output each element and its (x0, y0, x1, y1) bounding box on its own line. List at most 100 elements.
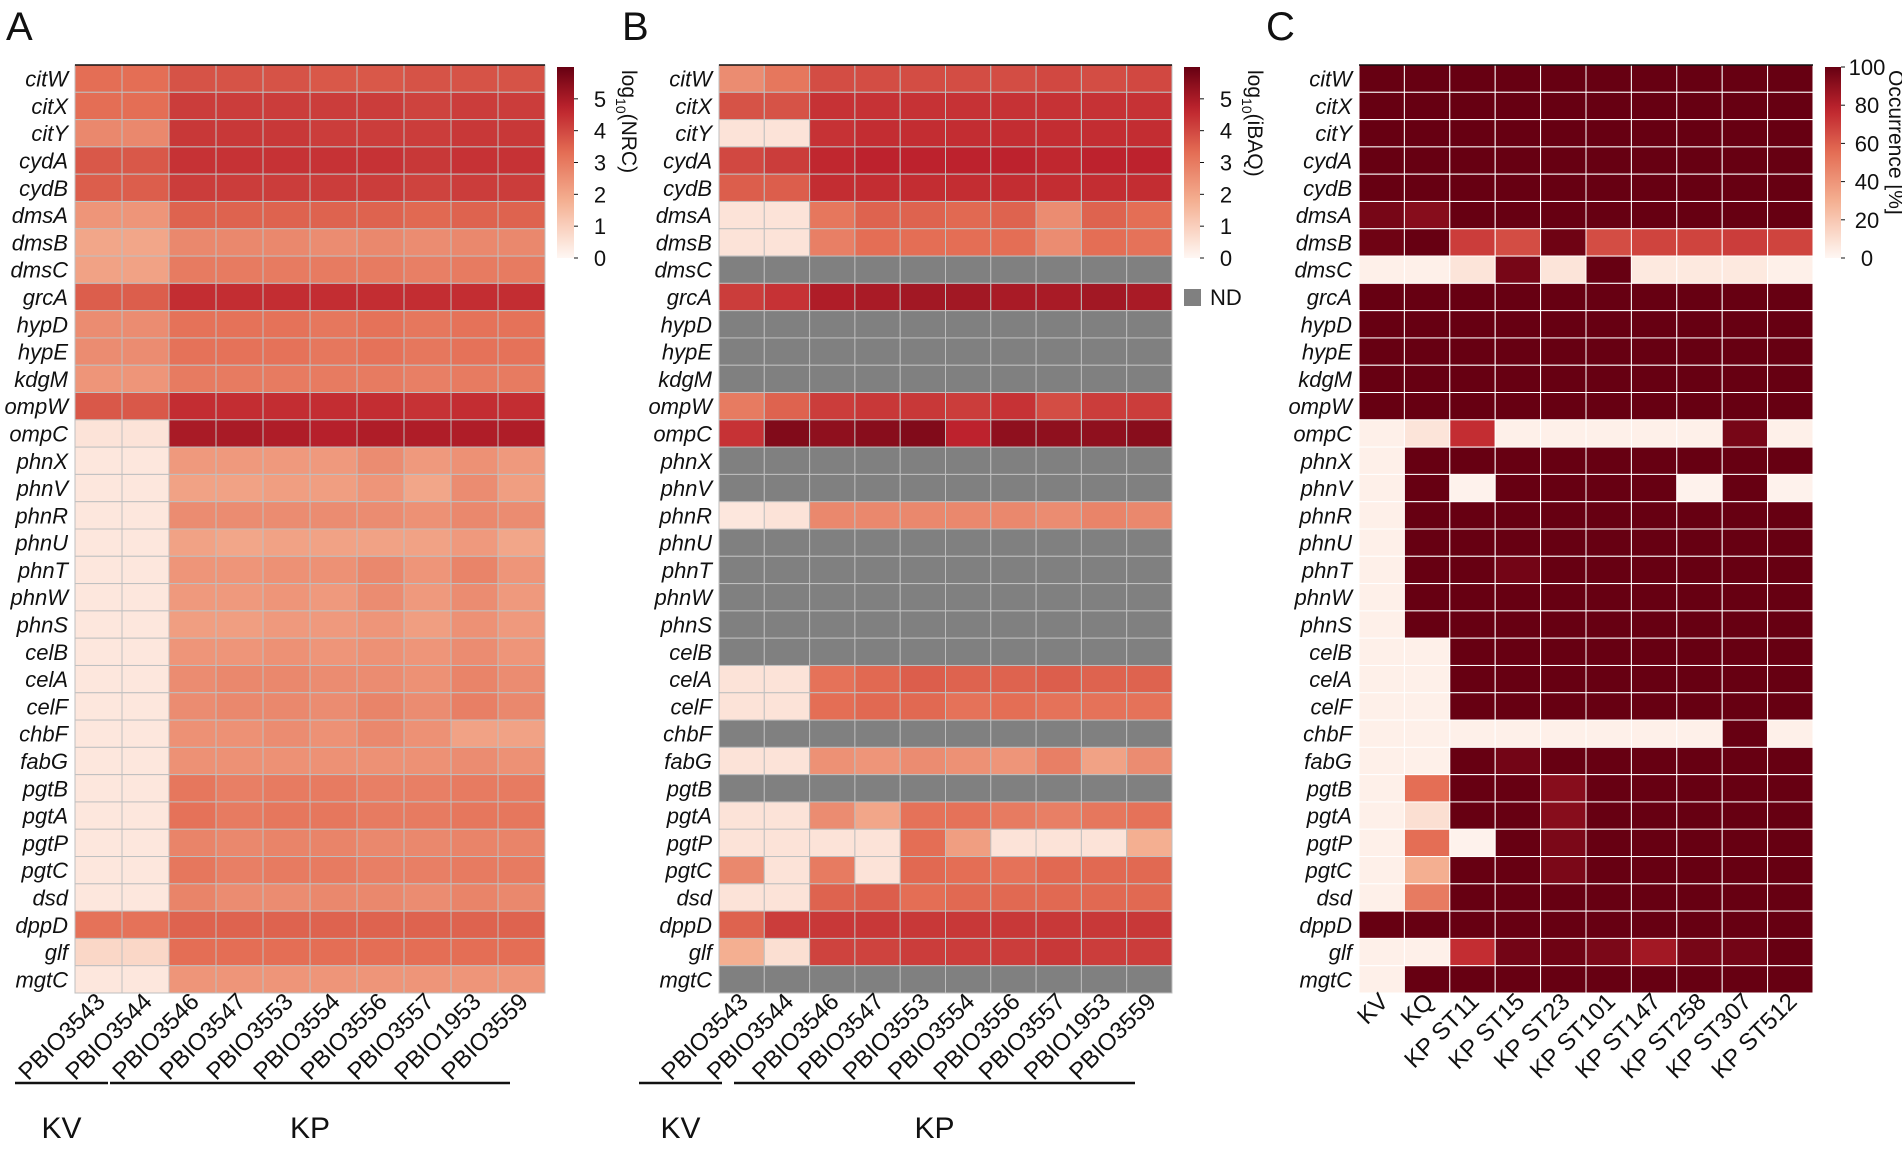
heatmap-cell (168, 419, 217, 448)
heatmap-cell (309, 637, 358, 666)
heatmap-cell (497, 883, 546, 912)
heatmap-cell (450, 364, 499, 394)
heatmap-cell (168, 282, 217, 312)
heatmap-cell (403, 637, 452, 666)
heatmap-cell (403, 583, 452, 612)
heatmap-cell (718, 910, 765, 939)
gene-label: phnU (1298, 531, 1352, 556)
heatmap-cell (74, 610, 123, 639)
heatmap-cell (1676, 255, 1723, 284)
heatmap-cell (1676, 637, 1723, 666)
heatmap-cell (1403, 91, 1451, 121)
heatmap-cell (1358, 746, 1405, 776)
heatmap-cell (262, 173, 311, 202)
heatmap-cell (1767, 883, 1814, 912)
heatmap-cell (1126, 801, 1173, 830)
heatmap-cell (899, 146, 947, 175)
heatmap-cell (1585, 91, 1632, 121)
gene-label: cydA (19, 149, 68, 174)
heatmap-cell (809, 555, 856, 585)
heatmap-cell (1540, 555, 1587, 585)
gene-label: celF (670, 694, 713, 719)
heatmap-cell (309, 856, 358, 885)
heatmap-cell (1035, 528, 1082, 557)
heatmap-cell (1676, 801, 1723, 830)
heatmap-cell (497, 64, 546, 93)
heatmap-cell (1449, 555, 1496, 585)
heatmap-cell (763, 664, 811, 694)
heatmap-cell (497, 528, 546, 557)
heatmap-cell (74, 692, 123, 721)
heatmap-cell (1035, 610, 1082, 639)
heatmap-cell (403, 692, 452, 721)
gene-label: pgtA (1306, 804, 1352, 829)
heatmap-cell (168, 910, 217, 939)
heatmap-cell (1540, 828, 1587, 858)
heatmap-cell (1721, 501, 1769, 530)
heatmap-cell (450, 555, 499, 585)
gene-label: citY (1315, 121, 1353, 146)
heatmap-cell (1403, 637, 1451, 666)
heatmap-cell (1721, 419, 1769, 448)
heatmap-cell (1676, 774, 1723, 803)
heatmap-cell (403, 774, 452, 803)
heatmap-cell (450, 719, 499, 748)
heatmap-cell (1676, 856, 1723, 885)
heatmap-cell (1403, 774, 1451, 803)
heatmap-cell (763, 419, 811, 448)
heatmap-cell (1540, 255, 1587, 284)
heatmap-cell (945, 528, 992, 557)
heatmap-cell (809, 146, 856, 175)
heatmap-cell (854, 119, 901, 148)
heatmap-cell (356, 664, 405, 694)
heatmap-cell (1540, 610, 1587, 639)
heatmap-cell (1585, 610, 1632, 639)
heatmap-cell (854, 473, 901, 503)
heatmap-cell (718, 200, 765, 230)
heatmap-cell (854, 774, 901, 803)
gene-label: dmsA (1296, 203, 1352, 228)
heatmap-cell (1126, 774, 1173, 803)
heatmap-cell (1630, 774, 1678, 803)
heatmap-cell (1080, 692, 1128, 721)
heatmap-cell (1721, 337, 1769, 366)
heatmap-cell (168, 746, 217, 776)
heatmap-cell (1630, 637, 1678, 666)
heatmap-cell (990, 583, 1037, 612)
heatmap-cell (356, 883, 405, 912)
heatmap-cell (1585, 692, 1632, 721)
heatmap-cell (1403, 419, 1451, 448)
heatmap-cell (1585, 719, 1632, 748)
heatmap-cell (1126, 282, 1173, 312)
heatmap-cell (1767, 801, 1814, 830)
heatmap-cell (356, 719, 405, 748)
heatmap-cell (1358, 91, 1405, 121)
heatmap-cell (1585, 801, 1632, 830)
heatmap-cell (1449, 692, 1496, 721)
heatmap-cell (945, 746, 992, 776)
heatmap-cell (1080, 528, 1128, 557)
heatmap-cell (1035, 637, 1082, 666)
heatmap-cell (899, 774, 947, 803)
heatmap-cell (1126, 119, 1173, 148)
heatmap-cell (1767, 337, 1814, 366)
heatmap-cell (356, 91, 405, 121)
gene-label: mgtC (15, 967, 68, 992)
heatmap-cell (945, 610, 992, 639)
heatmap-cell (1721, 282, 1769, 312)
heatmap-cell (1449, 583, 1496, 612)
heatmap-cell (262, 528, 311, 557)
heatmap-cell (763, 200, 811, 230)
gene-label: phnW (1294, 585, 1355, 610)
colorbar-tick-label: 1 (594, 214, 606, 239)
heatmap-cell (1449, 828, 1496, 858)
heatmap-cell (1080, 746, 1128, 776)
heatmap-cell (1540, 664, 1587, 694)
heatmap-cell (262, 937, 311, 967)
heatmap-cell (1540, 883, 1587, 912)
gene-label: citY (675, 121, 713, 146)
heatmap-cell (1630, 883, 1678, 912)
colorbar-tick-label: 1 (1220, 214, 1232, 239)
heatmap-cell (945, 555, 992, 585)
heatmap-cell (403, 801, 452, 830)
